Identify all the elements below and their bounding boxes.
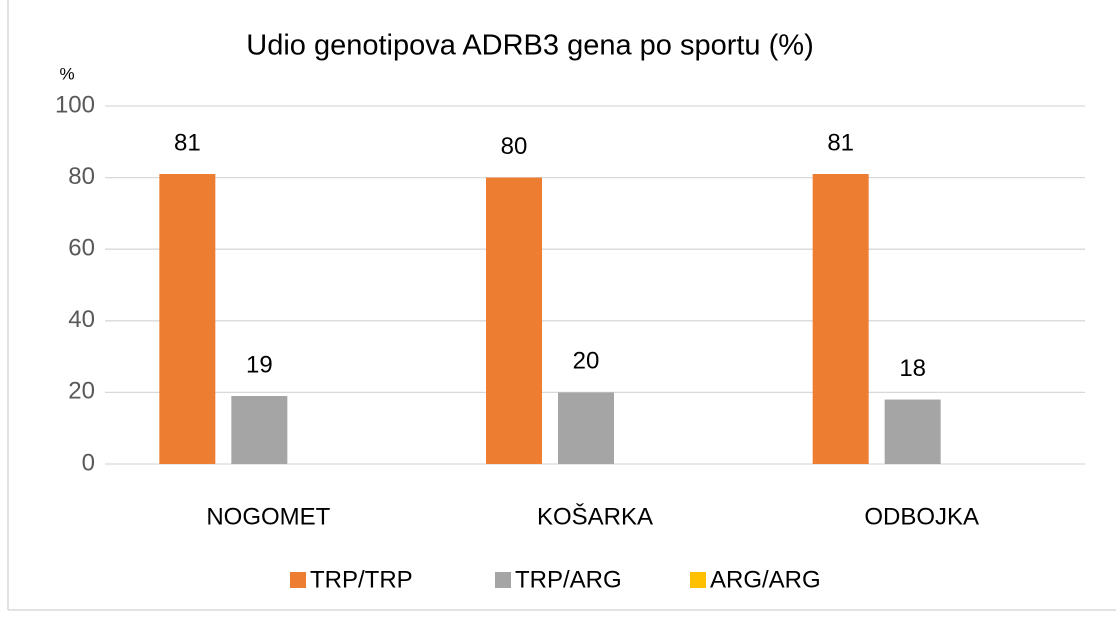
y-tick-label: 40: [68, 306, 95, 333]
y-tick-label: 20: [68, 378, 95, 405]
bar: [159, 174, 216, 464]
bar: [231, 395, 288, 464]
bar: [812, 174, 869, 464]
chart-title: Udio genotipova ADRB3 gena po sportu (%): [246, 30, 813, 62]
legend-swatch: [290, 572, 306, 588]
y-axis-label: %: [59, 64, 74, 83]
bar: [486, 177, 542, 464]
x-tick-label: KOŠARKA: [537, 502, 653, 530]
data-label: 80: [501, 133, 528, 160]
legend-label: TRP/TRP: [310, 566, 413, 593]
y-tick-label: 0: [82, 449, 95, 476]
data-label: 19: [246, 351, 273, 378]
bar: [884, 399, 941, 464]
y-tick-label: 80: [68, 163, 95, 190]
x-tick-label: ODBOJKA: [864, 503, 979, 530]
bar: [558, 392, 614, 464]
legend-swatch: [690, 572, 706, 588]
legend-label: ARG/ARG: [710, 566, 821, 593]
legend-label: TRP/ARG: [515, 566, 622, 593]
y-tick-label: 100: [55, 91, 95, 118]
data-label: 81: [174, 129, 201, 156]
data-label: 81: [827, 129, 854, 156]
y-tick-label: 60: [68, 235, 95, 262]
legend-swatch: [495, 572, 511, 588]
x-tick-label: NOGOMET: [206, 503, 330, 530]
data-label: 18: [899, 355, 926, 382]
data-label: 20: [573, 348, 600, 375]
